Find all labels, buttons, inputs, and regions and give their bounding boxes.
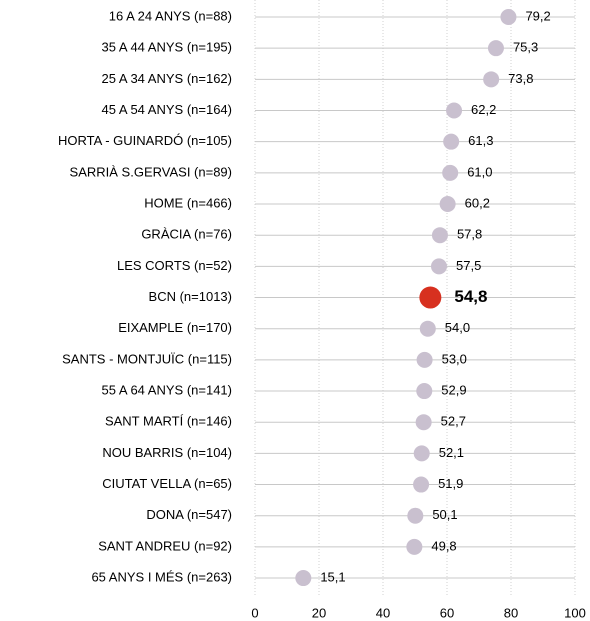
category-label: BCN (n=1013)	[149, 289, 232, 304]
dot	[413, 476, 430, 493]
category-label: NOU BARRIS (n=104)	[102, 445, 232, 460]
value-label: 62,2	[471, 102, 496, 117]
value-label: 52,1	[439, 445, 464, 460]
value-label: 60,2	[465, 195, 490, 210]
category-label: 16 A 24 ANYS (n=88)	[109, 8, 232, 23]
value-label: 61,0	[467, 164, 492, 179]
category-label: HORTA - GUINARDÓ (n=105)	[58, 133, 232, 148]
category-label: GRÀCIA (n=76)	[141, 227, 232, 242]
category-label: EIXAMPLE (n=170)	[118, 320, 232, 335]
x-tick-label: 60	[440, 605, 454, 620]
dot	[415, 414, 432, 431]
value-label: 54,8	[454, 287, 487, 306]
x-tick-label: 80	[504, 605, 518, 620]
dot	[483, 71, 500, 88]
dot	[416, 383, 433, 400]
category-label: CIUTAT VELLA (n=65)	[102, 476, 232, 491]
category-label: 35 A 44 ANYS (n=195)	[102, 40, 232, 55]
dot	[413, 445, 430, 462]
value-label: 52,9	[441, 382, 466, 397]
value-label: 75,3	[513, 40, 538, 55]
dot	[407, 507, 424, 524]
value-label: 49,8	[431, 538, 456, 553]
category-label: LES CORTS (n=52)	[117, 258, 232, 273]
value-label: 79,2	[525, 8, 550, 23]
dot	[431, 258, 447, 275]
value-label: 53,0	[442, 351, 467, 366]
x-tick-label: 0	[251, 605, 258, 620]
category-label: 45 A 54 ANYS (n=164)	[102, 102, 232, 117]
category-label: SANTS - MONTJUÏC (n=115)	[62, 351, 232, 366]
category-label: 55 A 64 ANYS (n=141)	[102, 382, 232, 397]
value-label: 50,1	[432, 507, 457, 522]
x-tick-label: 40	[376, 605, 390, 620]
category-label: 25 A 34 ANYS (n=162)	[102, 71, 232, 86]
value-label: 73,8	[508, 71, 533, 86]
value-label: 15,1	[320, 569, 345, 584]
dot	[416, 351, 433, 368]
category-label: SANT MARTÍ (n=146)	[105, 414, 232, 429]
dot	[439, 196, 456, 213]
dot	[419, 320, 436, 337]
dot	[431, 227, 448, 244]
dot	[443, 133, 460, 150]
dot	[442, 164, 459, 181]
value-label: 51,9	[438, 476, 463, 491]
category-label: SARRIÀ S.GERVASI (n=89)	[70, 164, 232, 179]
dot	[446, 102, 463, 119]
value-label: 54,0	[445, 320, 470, 335]
dot	[295, 570, 312, 587]
category-label: DONA (n=547)	[146, 507, 232, 522]
x-tick-label: 20	[312, 605, 326, 620]
value-label: 57,8	[457, 227, 482, 242]
dot	[419, 286, 442, 309]
dot	[406, 538, 423, 555]
value-label: 52,7	[441, 414, 466, 429]
value-label: 57,5	[456, 258, 481, 273]
category-label: SANT ANDREU (n=92)	[98, 538, 232, 553]
category-label: 65 ANYS I MÉS (n=263)	[91, 569, 232, 584]
dot	[500, 9, 517, 25]
x-tick-label: 100	[564, 605, 586, 620]
category-label: HOME (n=466)	[144, 195, 232, 210]
value-label: 61,3	[468, 133, 493, 148]
dot	[487, 40, 504, 57]
